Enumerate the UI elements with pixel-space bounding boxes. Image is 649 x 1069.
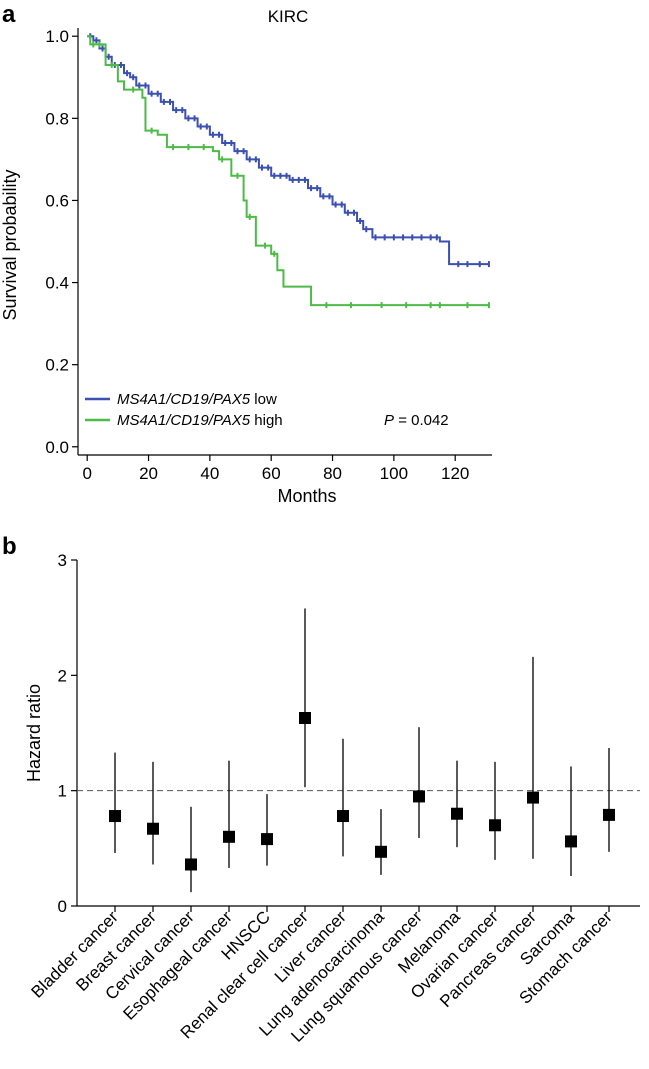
km-legend: MS4A1/CD19/PAX5 low MS4A1/CD19/PAX5 high xyxy=(85,391,283,429)
forest-y-tick-label: 0 xyxy=(58,897,67,916)
panel-a-letter: a xyxy=(2,1,16,28)
km-y-tick-label: 0.0 xyxy=(45,438,69,457)
km-x-tick-label: 0 xyxy=(82,464,91,483)
km-y-tick-label: 0.2 xyxy=(45,356,69,375)
km-x-tick-label: 60 xyxy=(262,464,281,483)
p-value-annotation: P = 0.042 xyxy=(384,412,449,429)
km-x-tick-label: 120 xyxy=(441,464,469,483)
forest-y-axis-title: Hazard ratio xyxy=(24,684,44,782)
forest-y-tick-label: 3 xyxy=(58,551,67,570)
km-y-tick-label: 0.8 xyxy=(45,109,69,128)
forest-point xyxy=(527,791,539,804)
km-x-ticks: 0 20 40 60 80 100 120 xyxy=(82,455,469,483)
forest-point xyxy=(185,858,197,871)
forest-point xyxy=(603,808,615,821)
forest-point xyxy=(223,830,235,843)
panel-b-forest-plot: b 0 1 2 3 Hazard ratio Bladder cancerBreast… xyxy=(2,533,640,1046)
forest-point xyxy=(451,807,463,820)
legend-label-low: MS4A1/CD19/PAX5 low xyxy=(117,391,277,408)
km-y-ticks: 0.0 0.2 0.4 0.6 0.8 1.0 xyxy=(45,27,78,457)
forest-point xyxy=(375,845,387,858)
km-y-axis-title: Survival probability xyxy=(0,169,20,320)
km-chart-title: KIRC xyxy=(268,7,309,26)
forest-marks xyxy=(109,608,615,893)
km-x-tick-label: 100 xyxy=(380,464,408,483)
forest-point xyxy=(489,819,501,832)
km-series-group xyxy=(87,33,490,309)
km-x-tick-label: 40 xyxy=(200,464,219,483)
km-curve-high xyxy=(87,35,489,307)
forest-y-tick-label: 2 xyxy=(58,666,67,685)
km-y-tick-label: 0.4 xyxy=(45,274,69,293)
km-x-axis-title: Months xyxy=(277,486,336,506)
forest-point xyxy=(147,822,159,835)
km-x-tick-label: 80 xyxy=(323,464,342,483)
km-x-tick-label: 20 xyxy=(139,464,158,483)
legend-label-high: MS4A1/CD19/PAX5 high xyxy=(117,412,283,429)
panel-a-kaplan-meier: a KIRC 0.0 0.2 0.4 0.6 0.8 1.0 0 20 40 60 80 100 12… xyxy=(0,1,492,506)
forest-point xyxy=(413,790,425,803)
panel-b-letter: b xyxy=(2,533,17,560)
forest-point xyxy=(261,833,273,846)
forest-point xyxy=(337,810,349,823)
forest-point xyxy=(565,835,577,848)
forest-y-tick-label: 1 xyxy=(58,782,67,801)
km-y-tick-label: 1.0 xyxy=(45,27,69,46)
km-y-tick-label: 0.6 xyxy=(45,191,69,210)
forest-point xyxy=(299,712,311,725)
forest-y-ticks: 0 1 2 3 xyxy=(58,551,77,916)
km-curve-low xyxy=(87,35,489,266)
forest-point xyxy=(109,810,121,823)
